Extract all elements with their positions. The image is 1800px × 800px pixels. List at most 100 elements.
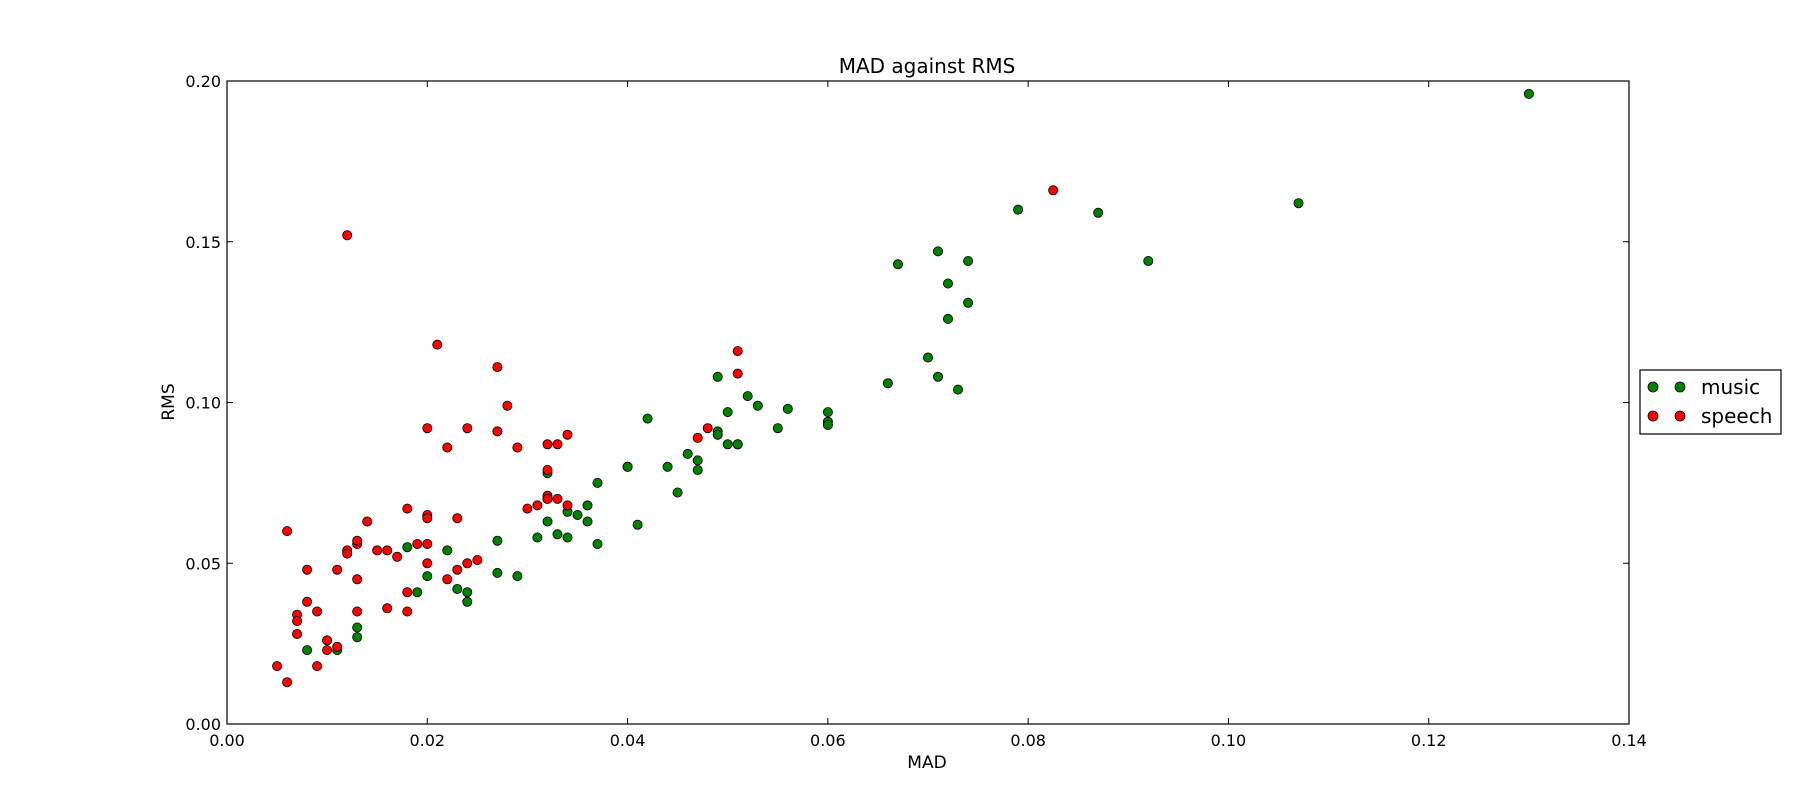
point-speech-2 [732,346,743,357]
legend-box [1639,369,1782,435]
point-music-23 [712,371,723,382]
point-speech-5 [492,362,503,373]
legend-marker-speech-2 [1674,410,1686,422]
point-speech-14 [562,429,573,440]
point-speech-19 [542,493,553,504]
point-speech-20 [552,493,563,504]
point-speech-24 [402,503,413,514]
point-speech-9 [492,426,503,437]
legend: music speech [1639,369,1782,435]
point-music-41 [592,539,603,550]
point-music-45 [552,529,563,540]
point-music-33 [672,487,683,498]
point-speech-1 [342,230,353,241]
point-music-46 [542,516,553,527]
legend-marker-speech-1 [1647,410,1659,422]
y-tick-label: 0.00 [185,715,221,734]
point-speech-15 [692,432,703,443]
point-music-34 [642,413,653,424]
plot-points [272,88,1534,688]
point-music-17 [822,419,833,430]
point-music-13 [953,384,964,395]
point-music-21 [742,391,753,402]
point-music-1 [1293,198,1304,209]
y-tick-label: 0.15 [185,233,221,252]
point-speech-45 [302,564,313,575]
point-speech-36 [342,548,353,559]
point-speech-39 [462,558,473,569]
point-music-8 [943,278,954,289]
point-speech-43 [332,564,343,575]
point-speech-47 [402,587,413,598]
point-speech-31 [382,545,393,556]
point-speech-16 [702,423,713,434]
point-music-56 [462,596,473,607]
point-speech-50 [352,606,363,617]
point-speech-38 [422,558,433,569]
point-music-0 [1523,88,1534,99]
point-music-39 [582,500,593,511]
point-speech-23 [532,500,543,511]
point-speech-40 [452,564,463,575]
point-speech-32 [372,545,383,556]
point-music-2 [1143,255,1154,266]
x-axis-ticks: 0.00 0.02 0.04 0.06 0.08 0.10 0.12 0.14 [209,81,1647,750]
x-tick-label: 0.02 [409,731,445,750]
x-tick-label: 0.06 [810,731,846,750]
x-tick-label: 0.10 [1211,731,1247,750]
point-music-52 [512,571,523,582]
point-music-55 [462,587,473,598]
point-music-14 [882,378,893,389]
point-speech-42 [442,574,453,585]
point-music-32 [662,461,673,472]
point-music-9 [963,297,974,308]
point-music-20 [752,400,763,411]
point-music-3 [1093,207,1104,218]
point-music-4 [1013,204,1024,215]
point-music-37 [632,519,643,530]
y-axis-label: RMS [159,383,179,420]
point-speech-13 [552,439,563,450]
point-music-40 [582,516,593,527]
point-music-25 [712,429,723,440]
point-speech-22 [522,503,533,514]
point-speech-34 [352,535,363,546]
point-music-44 [562,532,573,543]
point-speech-49 [382,603,393,614]
point-speech-58 [322,645,333,656]
plot-area-frame [226,80,1630,725]
legend-marker-music-2 [1674,381,1686,393]
x-tick-label: 0.14 [1611,731,1647,750]
point-music-60 [352,622,363,633]
point-music-30 [692,455,703,466]
point-speech-55 [292,629,303,640]
point-speech-30 [412,539,423,550]
point-music-31 [692,464,703,475]
point-speech-21 [562,500,573,511]
x-tick-label: 0.04 [610,731,646,750]
point-speech-61 [282,677,293,688]
point-speech-4 [432,339,443,350]
point-speech-52 [302,596,313,607]
chart-title: MAD against RMS [839,54,1016,78]
point-speech-54 [292,616,303,627]
point-speech-12 [542,439,553,450]
point-speech-46 [282,526,293,537]
point-speech-6 [502,400,513,411]
point-speech-17 [542,464,553,475]
point-speech-59 [312,661,323,672]
y-tick-label: 0.05 [185,554,221,573]
point-music-54 [452,584,463,595]
point-speech-7 [422,423,433,434]
point-music-19 [772,423,783,434]
x-tick-label: 0.08 [1010,731,1046,750]
point-speech-8 [462,423,473,434]
point-music-22 [722,407,733,418]
point-music-7 [893,259,904,270]
point-speech-60 [272,661,283,672]
point-music-10 [943,313,954,324]
point-music-36 [622,461,633,472]
point-speech-3 [732,368,743,379]
point-speech-37 [392,551,403,562]
